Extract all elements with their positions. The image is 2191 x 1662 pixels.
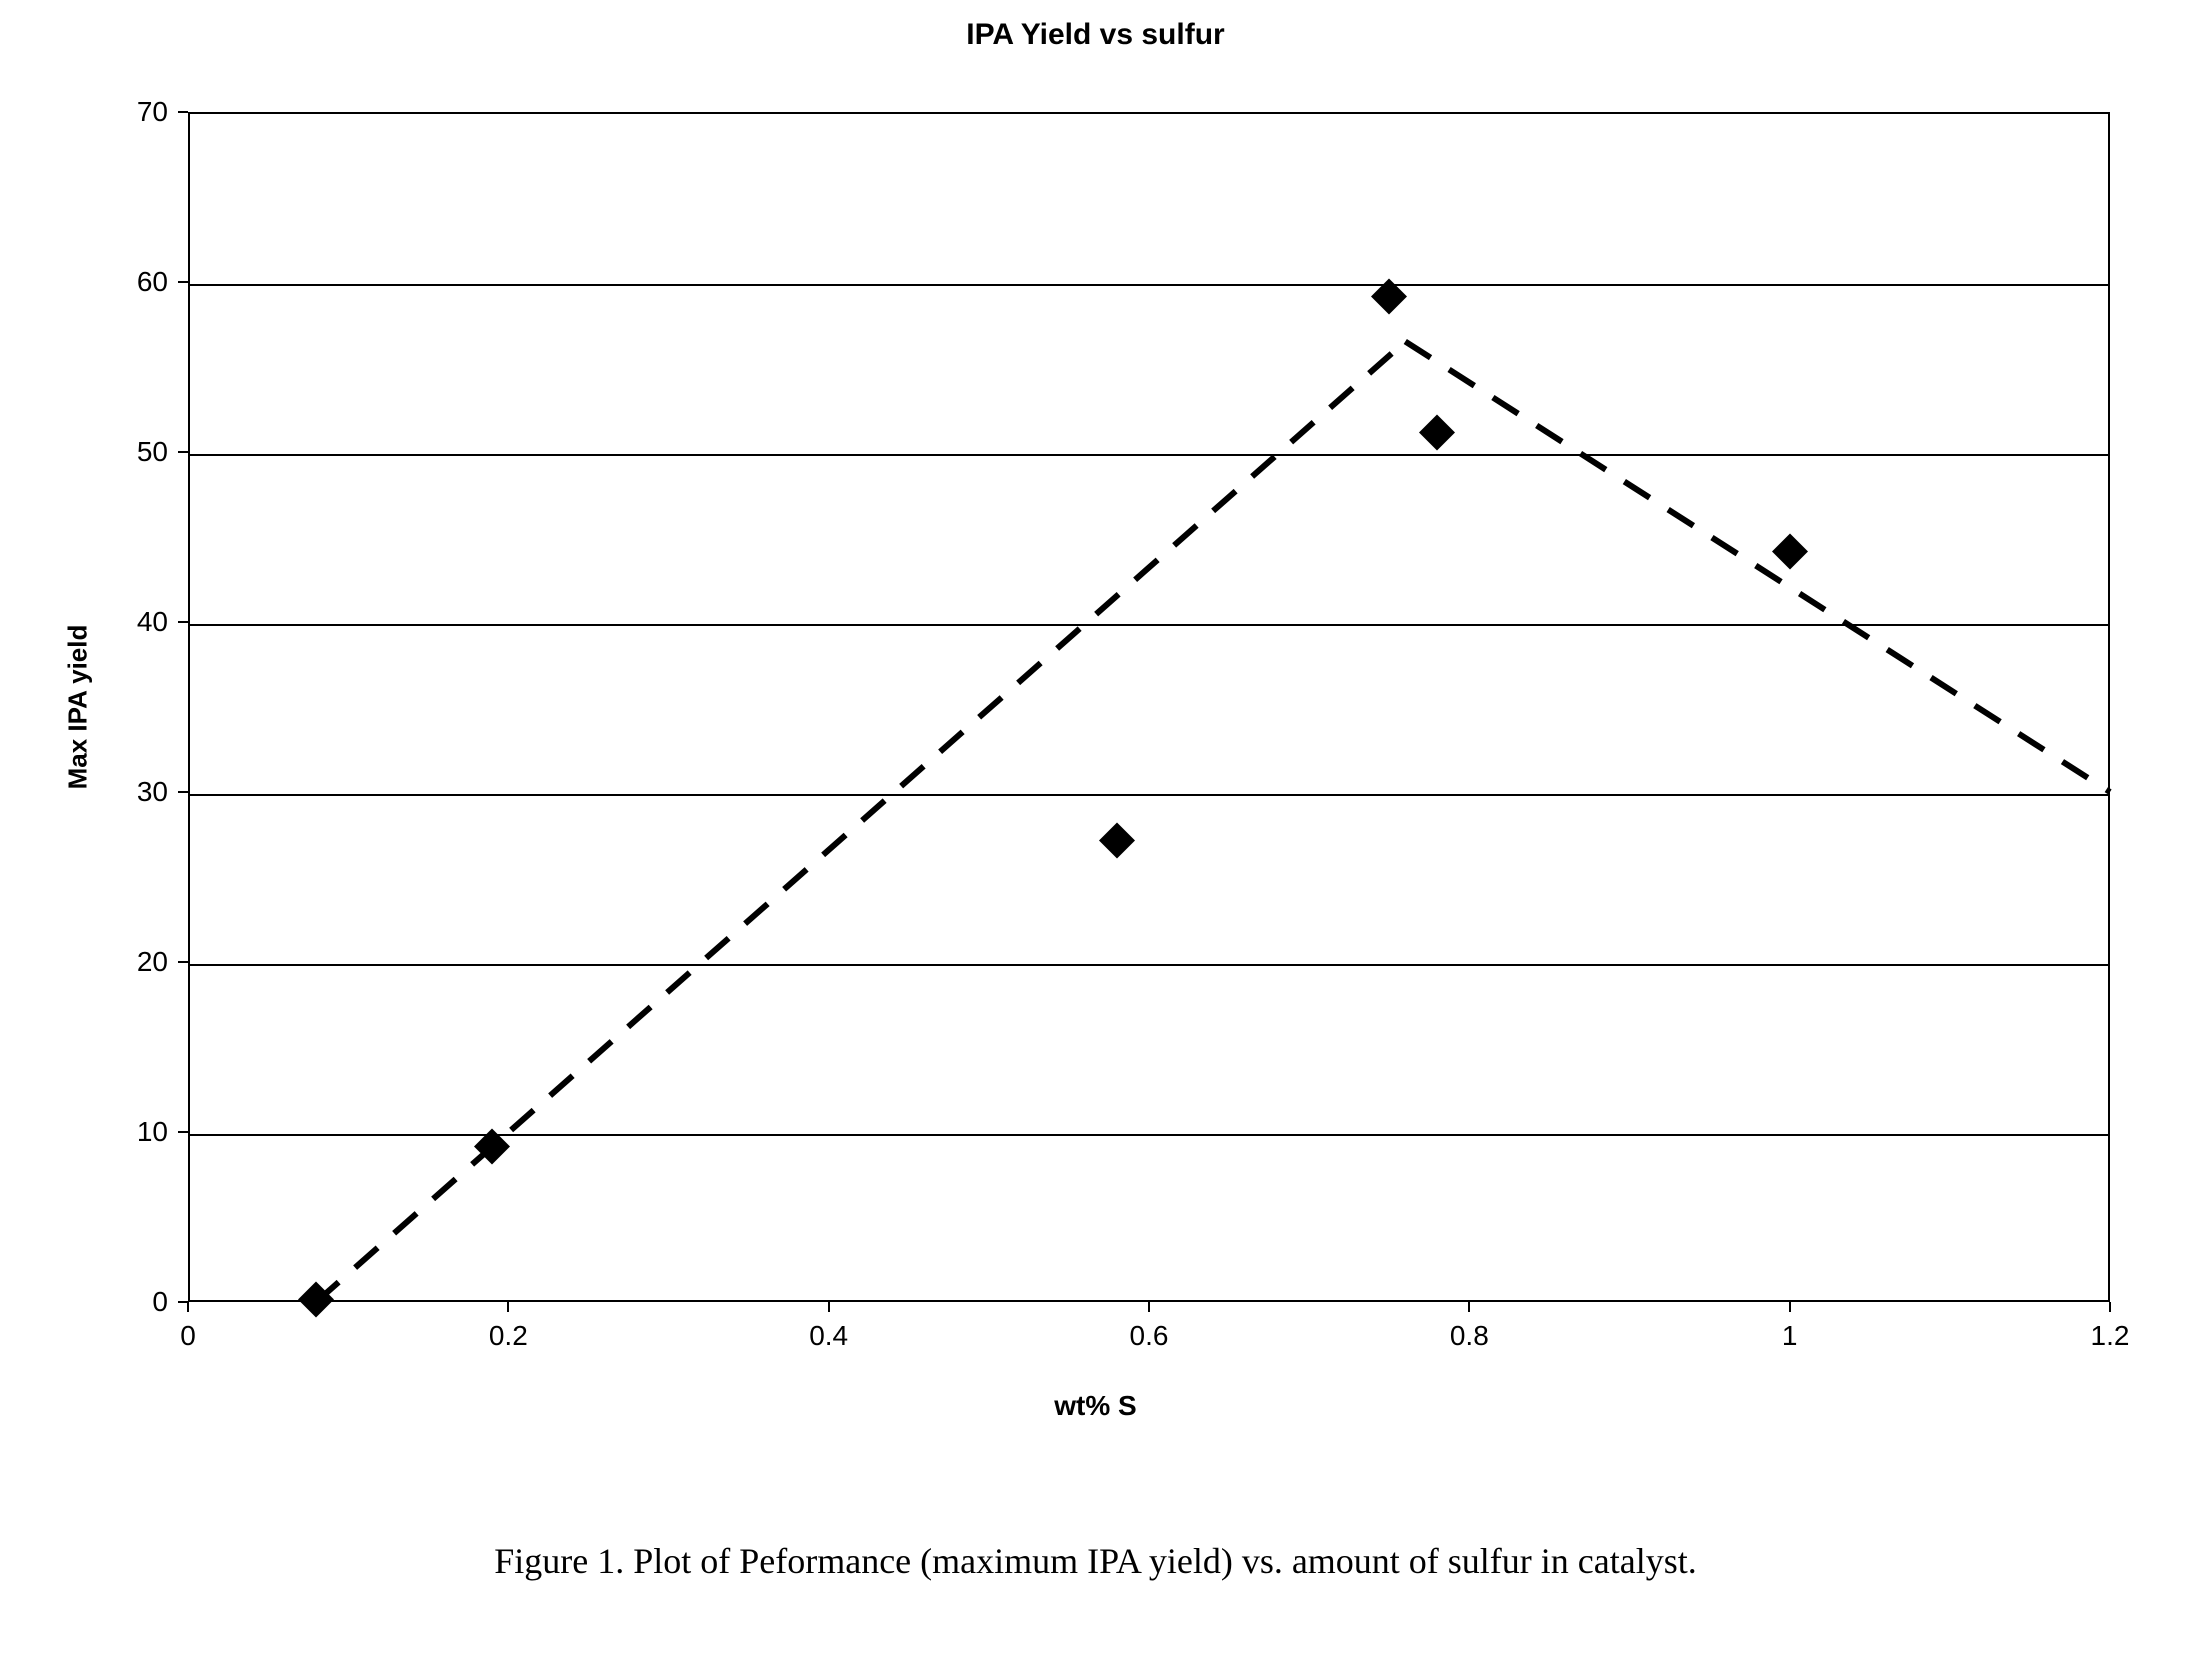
x-tick-label: 1.2 bbox=[2091, 1320, 2130, 1352]
data-point-marker bbox=[474, 1129, 510, 1170]
y-tick-mark bbox=[178, 111, 188, 113]
plot-area bbox=[188, 112, 2110, 1302]
data-point-marker bbox=[1419, 415, 1455, 456]
page-root: IPA Yield vs sulfur Max IPA yield wt% S … bbox=[0, 0, 2191, 1662]
y-tick-label: 10 bbox=[108, 1116, 168, 1148]
y-gridline bbox=[190, 454, 2108, 456]
y-gridline bbox=[190, 794, 2108, 796]
x-tick-mark bbox=[828, 1302, 830, 1312]
y-tick-mark bbox=[178, 451, 188, 453]
figure-caption: Figure 1. Plot of Peformance (maximum IP… bbox=[0, 1540, 2191, 1582]
y-tick-label: 30 bbox=[108, 776, 168, 808]
data-point-marker bbox=[1772, 534, 1808, 575]
y-tick-label: 40 bbox=[108, 606, 168, 638]
x-axis-label: wt% S bbox=[0, 1390, 2191, 1422]
y-tick-label: 20 bbox=[108, 946, 168, 978]
data-point-marker bbox=[298, 1282, 334, 1323]
y-tick-label: 50 bbox=[108, 436, 168, 468]
y-tick-label: 0 bbox=[108, 1286, 168, 1318]
y-axis-label: Max IPA yield bbox=[63, 625, 94, 790]
x-tick-mark bbox=[1468, 1302, 1470, 1312]
x-tick-label: 0.2 bbox=[489, 1320, 528, 1352]
x-tick-mark bbox=[507, 1302, 509, 1312]
x-tick-mark bbox=[1148, 1302, 1150, 1312]
y-tick-mark bbox=[178, 791, 188, 793]
y-tick-label: 60 bbox=[108, 266, 168, 298]
x-tick-label: 0.8 bbox=[1450, 1320, 1489, 1352]
y-tick-mark bbox=[178, 621, 188, 623]
x-tick-label: 0 bbox=[180, 1320, 196, 1352]
x-tick-mark bbox=[1789, 1302, 1791, 1312]
y-gridline bbox=[190, 964, 2108, 966]
y-gridline bbox=[190, 284, 2108, 286]
y-tick-mark bbox=[178, 281, 188, 283]
data-point-marker bbox=[1099, 823, 1135, 864]
x-tick-mark bbox=[187, 1302, 189, 1312]
x-tick-label: 1 bbox=[1782, 1320, 1798, 1352]
chart-title: IPA Yield vs sulfur bbox=[0, 18, 2191, 52]
data-point-marker bbox=[1371, 279, 1407, 320]
y-gridline bbox=[190, 624, 2108, 626]
y-tick-mark bbox=[178, 1131, 188, 1133]
x-tick-label: 0.4 bbox=[809, 1320, 848, 1352]
y-tick-label: 70 bbox=[108, 96, 168, 128]
x-tick-label: 0.6 bbox=[1130, 1320, 1169, 1352]
y-tick-mark bbox=[178, 961, 188, 963]
x-tick-mark bbox=[2109, 1302, 2111, 1312]
